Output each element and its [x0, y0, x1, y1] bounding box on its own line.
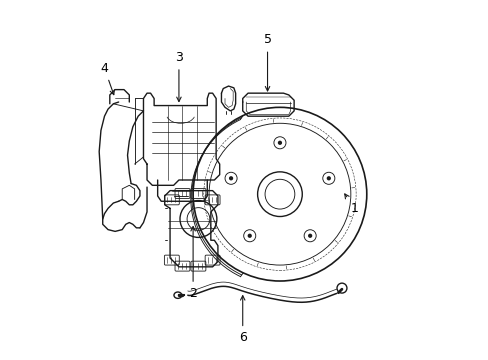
Text: 3: 3	[175, 51, 183, 102]
Circle shape	[326, 176, 330, 180]
Circle shape	[247, 234, 251, 238]
Text: 5: 5	[263, 33, 271, 91]
Text: 6: 6	[238, 296, 246, 344]
Text: 1: 1	[344, 194, 358, 215]
Circle shape	[307, 234, 312, 238]
Text: 4: 4	[101, 62, 114, 95]
Circle shape	[228, 176, 233, 180]
Text: 2: 2	[189, 226, 197, 300]
Circle shape	[277, 141, 282, 145]
